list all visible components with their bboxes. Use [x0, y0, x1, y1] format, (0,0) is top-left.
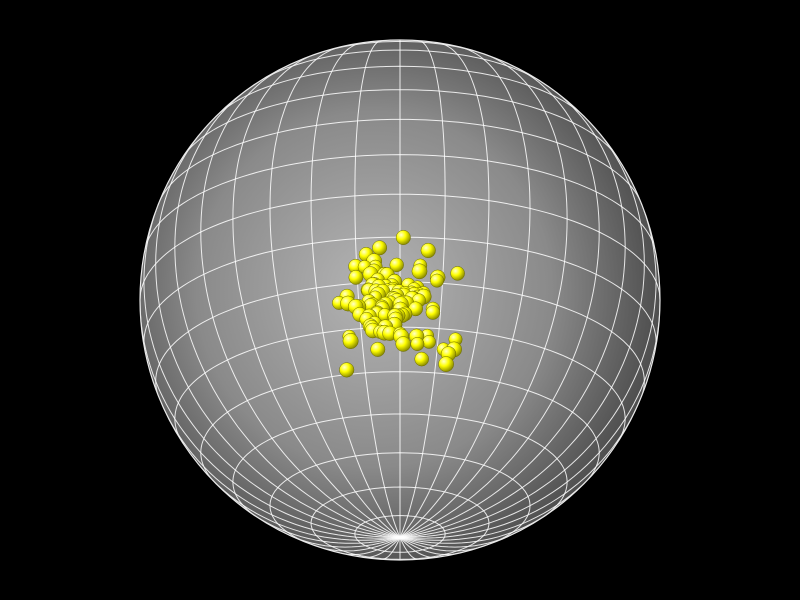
particle — [370, 341, 386, 357]
grid-line — [144, 154, 656, 252]
grid-line — [200, 371, 600, 484]
grid-line — [269, 45, 401, 538]
grid-line — [174, 83, 401, 538]
particle — [389, 257, 404, 273]
grid-line — [399, 468, 599, 541]
sphere-grid — [140, 40, 660, 560]
particle — [348, 270, 364, 285]
grid-line — [399, 83, 626, 538]
particle-cluster — [332, 230, 465, 378]
grid-line — [399, 511, 551, 544]
particle — [425, 305, 441, 320]
grid-line — [381, 537, 401, 560]
grid-line — [399, 124, 645, 538]
grid-line — [140, 291, 401, 538]
particle — [420, 242, 436, 259]
grid-line — [158, 398, 401, 539]
particle — [414, 351, 429, 367]
grid-line — [214, 65, 586, 118]
grid-line — [181, 89, 619, 160]
grid-line — [399, 64, 600, 538]
grid-line — [201, 468, 401, 541]
grid-line — [399, 398, 642, 539]
grid-line — [232, 413, 568, 521]
grid-line — [399, 53, 568, 538]
grid-line — [140, 193, 660, 301]
grid-line — [174, 326, 626, 445]
particle — [342, 333, 359, 349]
grid-line — [232, 53, 401, 538]
grid-line — [316, 537, 401, 552]
grid-line — [310, 42, 401, 538]
particle — [430, 273, 444, 288]
grid-line — [155, 124, 401, 538]
grid-line — [399, 537, 484, 552]
particle — [339, 362, 355, 378]
grid-line — [143, 236, 657, 349]
particle — [422, 335, 436, 349]
grid-line — [399, 537, 419, 560]
particle — [450, 266, 465, 281]
particle — [411, 263, 428, 280]
grid-line — [399, 45, 531, 538]
grid-line — [399, 193, 657, 538]
particle — [438, 356, 454, 372]
grid-line — [200, 64, 401, 538]
grid-line — [399, 42, 490, 538]
particle — [372, 240, 388, 256]
particle — [395, 230, 411, 245]
grid-line — [354, 40, 401, 538]
grid-line — [399, 40, 446, 538]
sphere-outline — [139, 39, 661, 561]
grid-line — [399, 291, 660, 538]
grid-line — [249, 511, 401, 544]
grid-line — [143, 193, 401, 538]
particle — [410, 337, 425, 351]
particle — [395, 336, 411, 352]
grid-line — [157, 118, 643, 206]
